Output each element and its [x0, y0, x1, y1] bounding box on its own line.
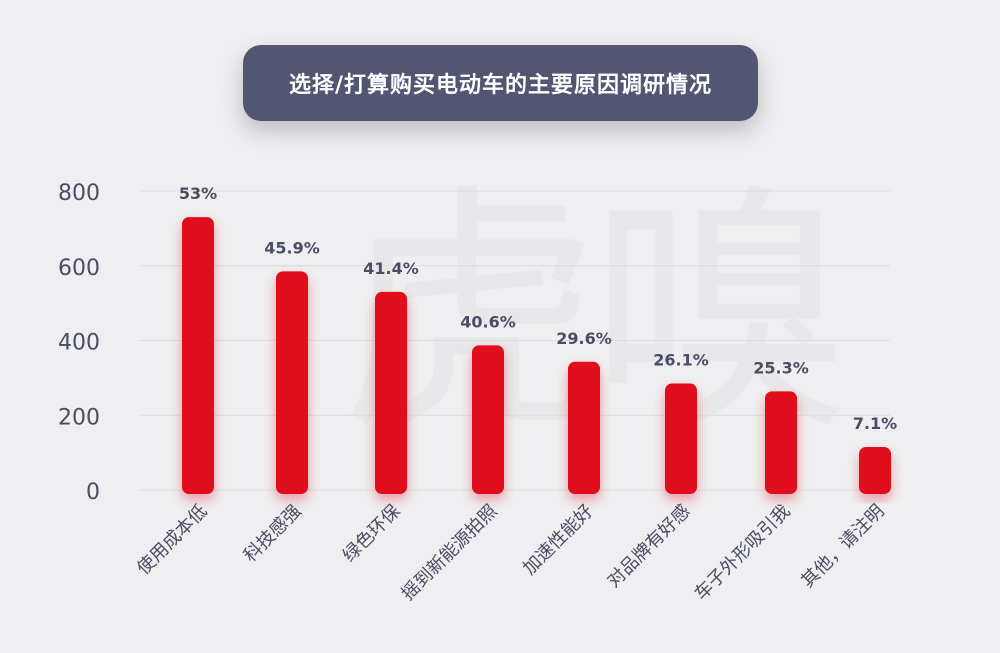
x-tick-label: 车子外形吸引我: [691, 501, 795, 605]
y-tick-label: 400: [58, 331, 100, 356]
data-label: 25.3%: [753, 358, 809, 377]
bar: [375, 291, 407, 494]
bar: [665, 383, 697, 494]
bar: [568, 361, 600, 494]
data-label: 29.6%: [556, 329, 612, 348]
bar: [472, 345, 504, 494]
x-tick-label: 摇到新能源拍照: [398, 501, 502, 605]
data-label: 45.9%: [264, 238, 320, 257]
bar: [859, 447, 891, 494]
bar: [765, 391, 797, 494]
chart-title: 选择/打算购买电动车的主要原因调研情况: [288, 73, 713, 98]
x-tick-label: 使用成本低: [133, 501, 211, 579]
x-tick-label: 对品牌有好感: [603, 501, 694, 592]
data-label: 40.6%: [460, 312, 516, 331]
x-tick-label: 其他，请注明: [797, 501, 888, 592]
y-tick-label: 800: [58, 181, 100, 206]
chart-title-box: 选择/打算购买电动车的主要原因调研情况: [243, 45, 758, 121]
x-tick-label: 科技感强: [240, 501, 306, 567]
data-label: 7.1%: [853, 414, 897, 433]
y-tick-label: 200: [58, 405, 100, 430]
x-tick-label: 加速性能好: [519, 501, 597, 579]
data-label: 41.4%: [363, 259, 419, 278]
y-tick-label: 0: [86, 480, 100, 505]
y-tick-label: 600: [58, 256, 100, 281]
bar: [182, 217, 214, 494]
data-label: 53%: [179, 184, 217, 203]
x-tick-label: 绿色环保: [339, 501, 405, 567]
bar: [276, 271, 308, 494]
data-label: 26.1%: [653, 350, 709, 369]
